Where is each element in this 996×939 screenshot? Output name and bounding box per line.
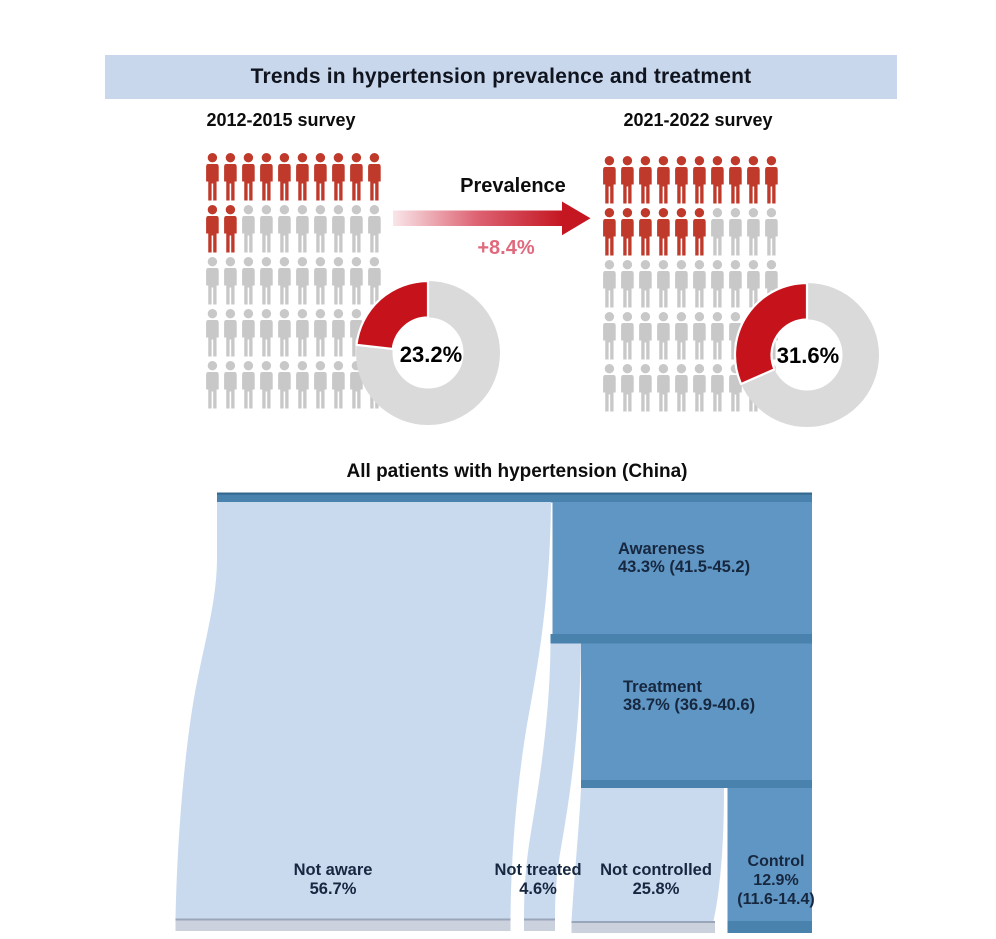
cascade-title: All patients with hypertension (China) xyxy=(346,461,688,482)
label-not-aware: Not aware 56.7% xyxy=(293,861,373,898)
prevalence-arrow-label: Prevalence xyxy=(460,175,566,197)
donut-value-2021-2022: 31.6% xyxy=(776,343,840,368)
label-control: Control 12.9% (11.6-14.4) xyxy=(737,853,815,908)
flow-not-aware xyxy=(175,502,551,919)
prevalence-change-value: +8.4% xyxy=(477,237,535,259)
donut-chart-2012-2015 xyxy=(353,278,503,428)
survey-label-2021-2022: 2021-2022 survey xyxy=(623,110,773,130)
cascade-aware-bar xyxy=(550,634,812,644)
main-title-banner: Trends in hypertension prevalence and tr… xyxy=(105,55,897,99)
label-not-treated: Not treated 4.6% xyxy=(494,861,582,898)
flow-not-controlled xyxy=(571,788,724,921)
label-not-controlled: Not controlled 25.8% xyxy=(600,861,712,898)
cascade-total-bar xyxy=(217,492,812,503)
cascade-treat-bar xyxy=(581,780,812,788)
label-treatment: Treatment 38.7% (36.9-40.6) xyxy=(623,678,756,714)
donut-chart-2021-2022 xyxy=(732,280,882,430)
survey-label-2012-2015: 2012-2015 survey xyxy=(206,110,356,130)
label-awareness: Awareness 43.3% (41.5-45.2) xyxy=(618,540,751,576)
cascade-bottom-strips xyxy=(175,918,715,933)
page-title: Trends in hypertension prevalence and tr… xyxy=(250,65,752,88)
cascade-control-bar xyxy=(727,921,812,933)
donut-value-2012-2015: 23.2% xyxy=(399,342,463,367)
trend-arrow xyxy=(393,201,591,236)
